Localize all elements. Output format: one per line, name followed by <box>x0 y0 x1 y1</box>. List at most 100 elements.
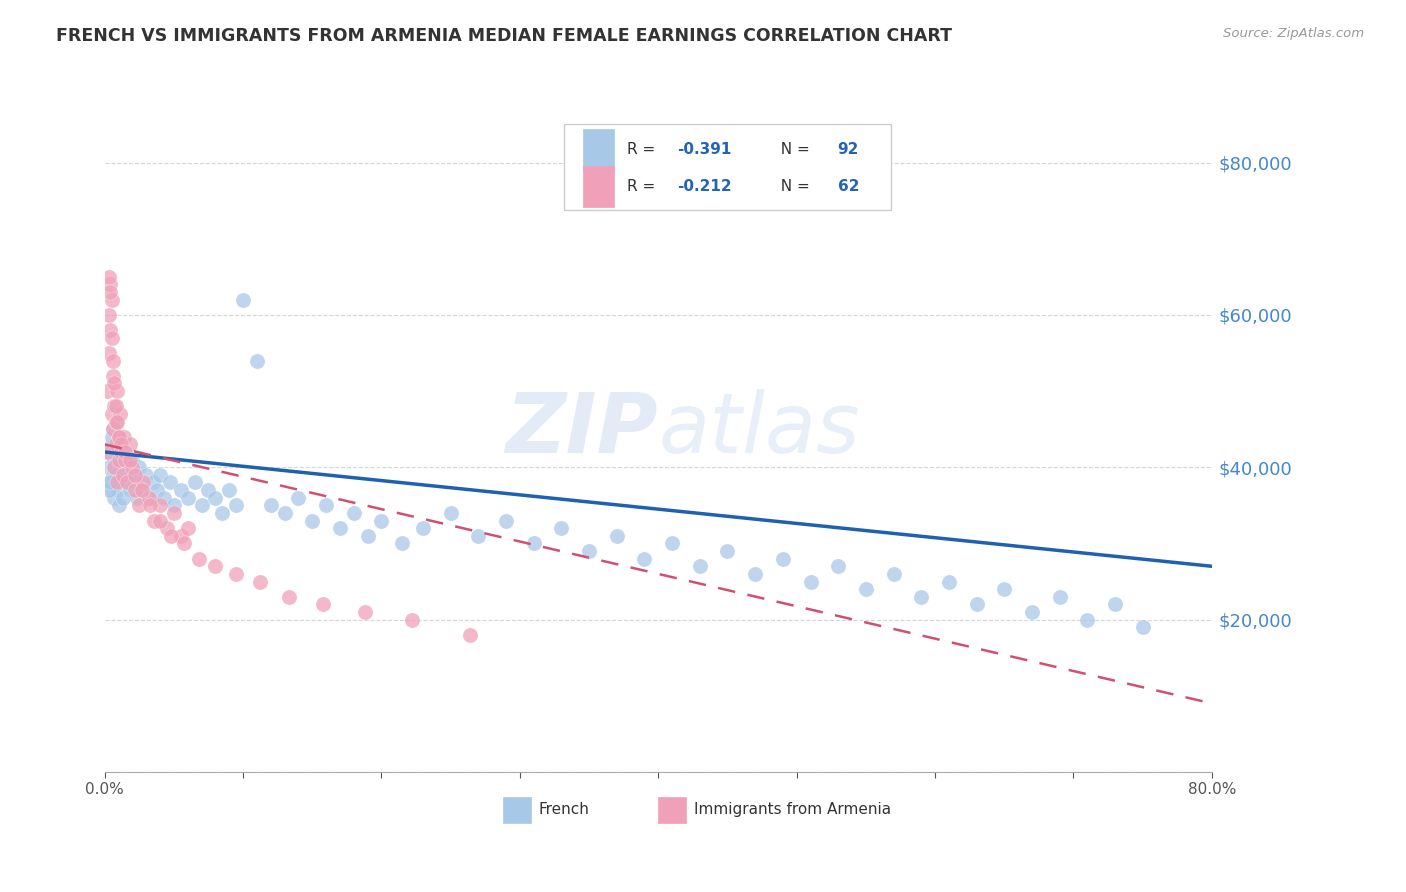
Point <box>197 483 219 497</box>
Point <box>97 483 120 497</box>
Point <box>104 400 127 414</box>
Point <box>177 521 200 535</box>
Point <box>173 536 195 550</box>
Point <box>100 331 122 345</box>
Point <box>114 452 136 467</box>
Point <box>458 628 481 642</box>
Text: 62: 62 <box>838 179 859 194</box>
Point <box>550 521 572 535</box>
Text: N =: N = <box>772 142 815 157</box>
Point <box>103 376 125 391</box>
Point <box>107 499 129 513</box>
Point <box>96 445 118 459</box>
Point <box>104 467 127 482</box>
Point <box>249 574 271 589</box>
Point <box>103 460 125 475</box>
Point <box>204 559 226 574</box>
Point <box>112 467 135 482</box>
Point <box>112 430 135 444</box>
Text: R =: R = <box>627 142 661 157</box>
Point <box>97 460 120 475</box>
Point <box>118 452 141 467</box>
Point <box>103 437 125 451</box>
Point <box>633 551 655 566</box>
Point <box>138 491 160 505</box>
Point <box>315 499 337 513</box>
Point <box>104 445 127 459</box>
FancyBboxPatch shape <box>658 797 686 823</box>
Point <box>97 269 120 284</box>
Point <box>110 437 132 451</box>
Point <box>97 346 120 360</box>
Point <box>96 445 118 459</box>
Point <box>1104 598 1126 612</box>
Point <box>110 452 132 467</box>
Point <box>120 467 142 482</box>
Text: 92: 92 <box>838 142 859 157</box>
Point <box>104 437 127 451</box>
Point <box>107 430 129 444</box>
Point <box>107 460 129 475</box>
Point <box>143 514 166 528</box>
Point <box>117 460 139 475</box>
Point <box>125 491 148 505</box>
Point <box>131 483 153 497</box>
Point <box>98 323 121 337</box>
Point <box>101 353 124 368</box>
Point <box>98 475 121 490</box>
Point <box>938 574 960 589</box>
Point <box>495 514 517 528</box>
Point <box>100 437 122 451</box>
Text: atlas: atlas <box>658 389 860 470</box>
Point <box>105 430 128 444</box>
Point <box>138 491 160 505</box>
Point <box>121 452 143 467</box>
Point <box>124 467 146 482</box>
Point <box>177 491 200 505</box>
Point <box>110 445 132 459</box>
Point <box>149 499 172 513</box>
Point <box>1076 613 1098 627</box>
Point <box>101 422 124 436</box>
Point <box>101 422 124 436</box>
Point <box>111 491 134 505</box>
Point <box>1021 605 1043 619</box>
Point <box>170 483 193 497</box>
Point <box>104 475 127 490</box>
Point <box>146 483 169 497</box>
Point <box>101 460 124 475</box>
Point <box>312 598 335 612</box>
Point <box>287 491 309 505</box>
Point <box>799 574 821 589</box>
Point <box>606 529 628 543</box>
Point <box>163 499 186 513</box>
Point <box>98 277 121 292</box>
Point <box>183 475 205 490</box>
Point <box>204 491 226 505</box>
Point <box>100 483 122 497</box>
Point <box>232 293 254 307</box>
Point <box>103 491 125 505</box>
Point <box>132 475 155 490</box>
Text: French: French <box>538 802 589 817</box>
Point <box>107 452 129 467</box>
Point <box>97 308 120 322</box>
Point <box>114 445 136 459</box>
Point <box>149 467 172 482</box>
Point <box>301 514 323 528</box>
Point <box>883 566 905 581</box>
Point <box>114 445 136 459</box>
Point <box>391 536 413 550</box>
Text: ZIP: ZIP <box>506 389 658 470</box>
Point <box>98 475 121 490</box>
Point <box>163 506 186 520</box>
Point <box>187 551 209 566</box>
Text: N =: N = <box>772 179 815 194</box>
Point <box>115 475 138 490</box>
Point <box>689 559 711 574</box>
Point <box>440 506 463 520</box>
FancyBboxPatch shape <box>583 166 614 207</box>
Point <box>246 353 269 368</box>
Point <box>149 514 172 528</box>
Point <box>159 475 181 490</box>
